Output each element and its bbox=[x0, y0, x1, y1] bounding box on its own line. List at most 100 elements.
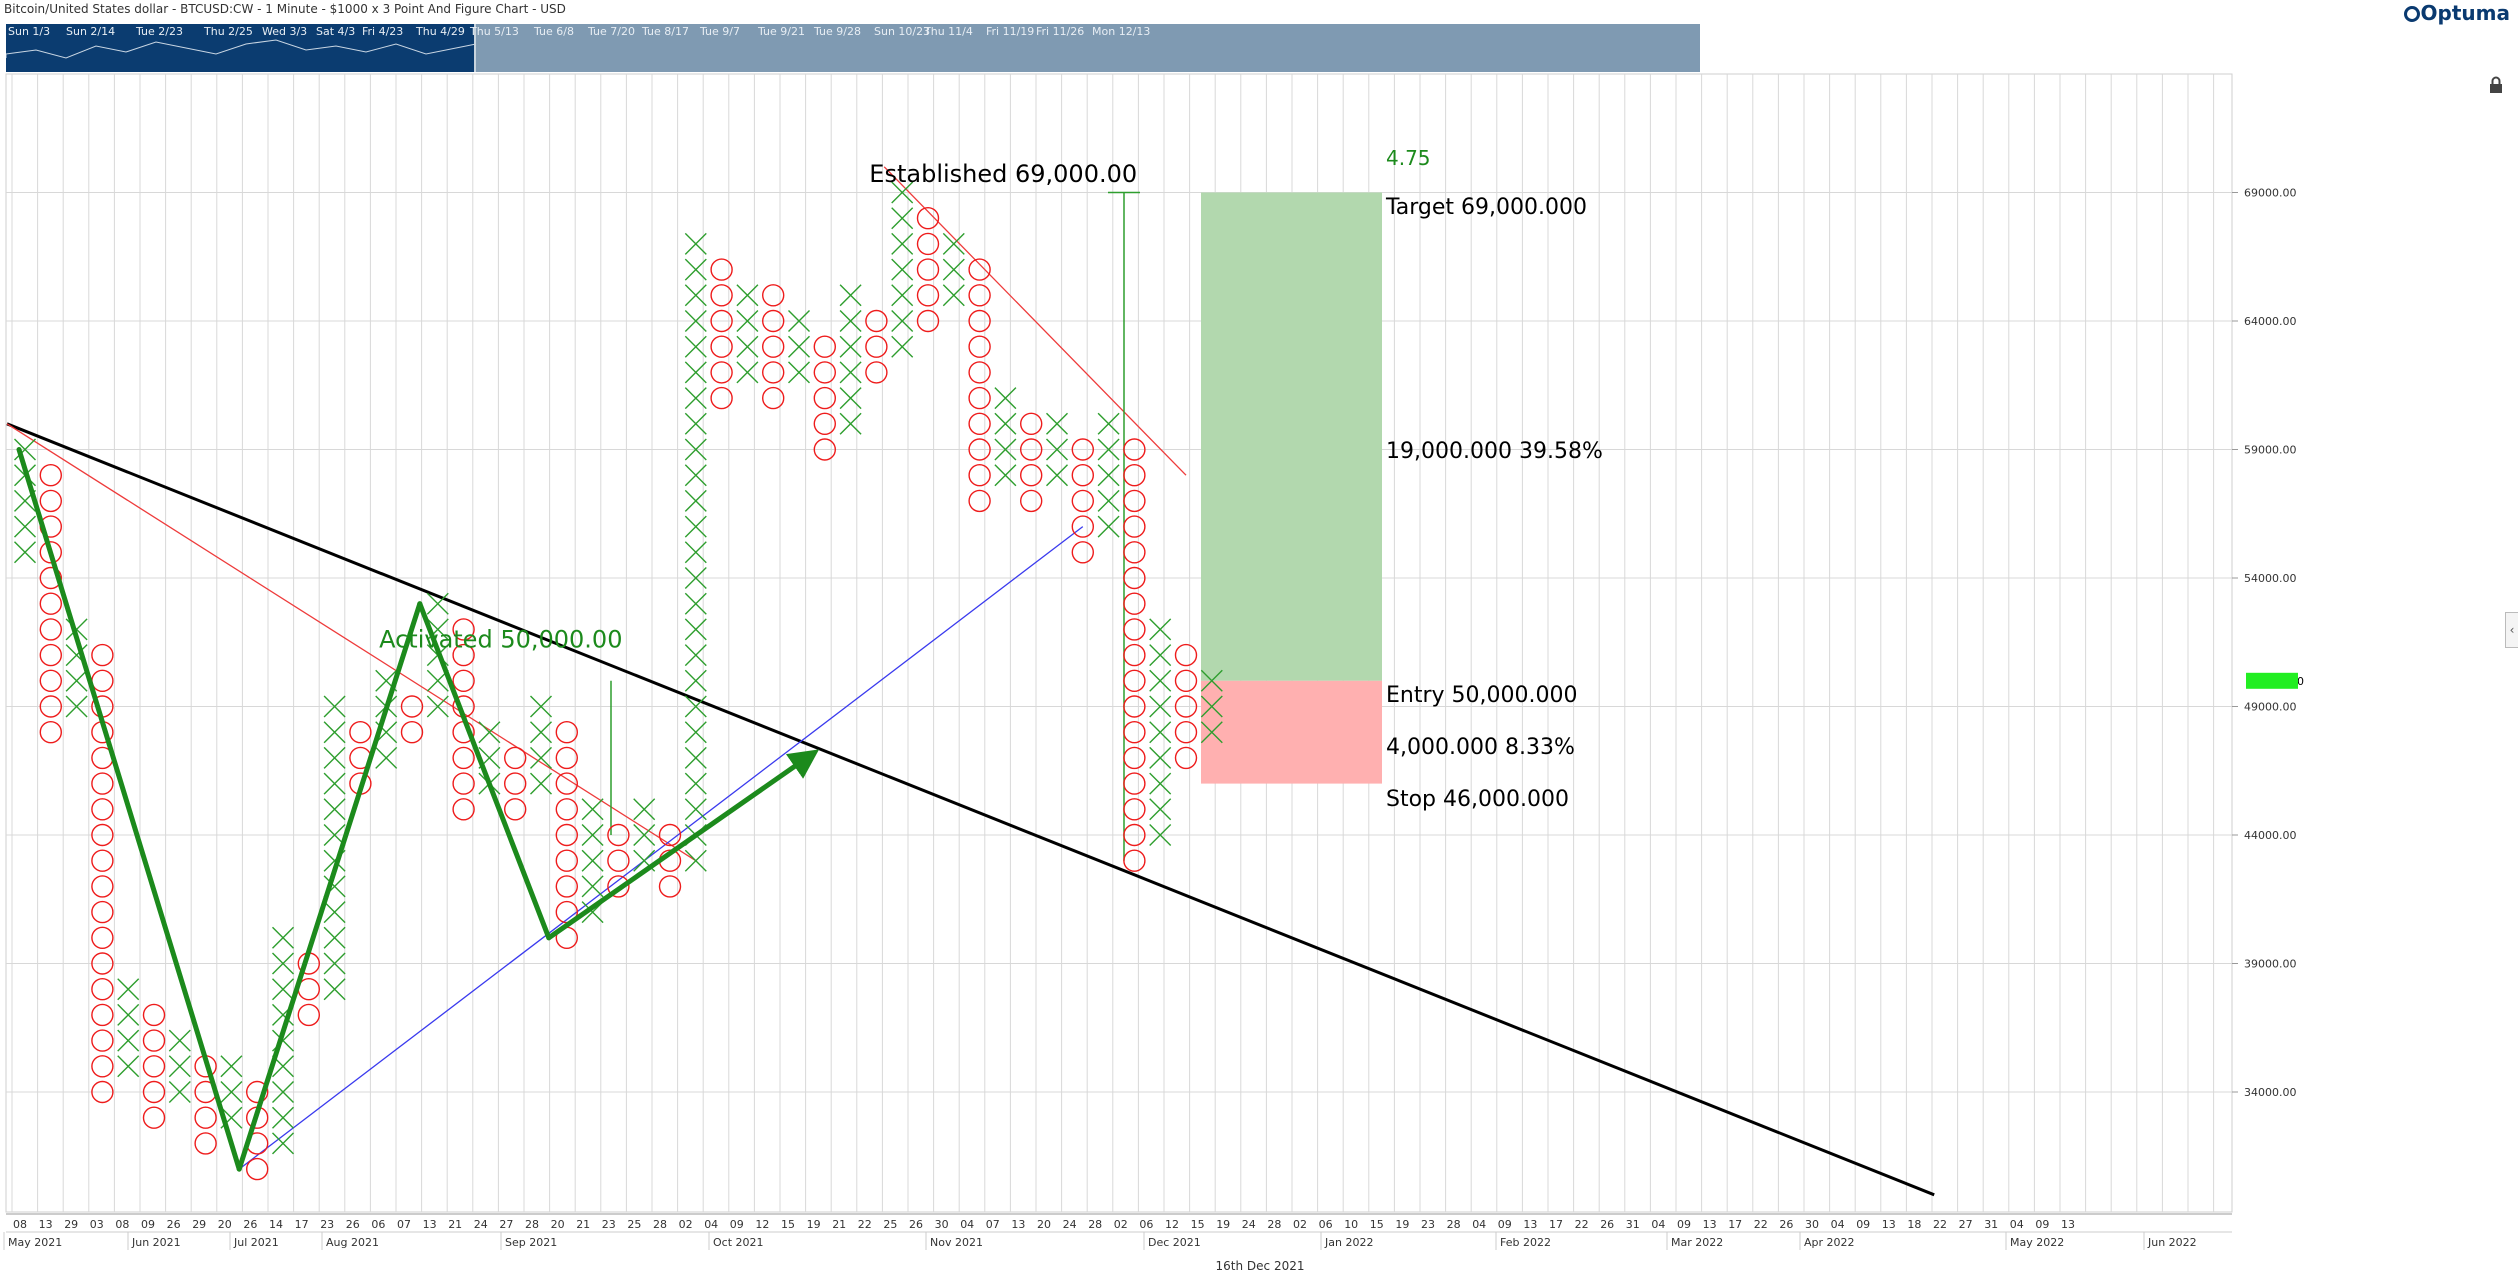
x-day-label: 22 bbox=[858, 1218, 872, 1231]
x-mark bbox=[684, 464, 707, 487]
x-mark bbox=[168, 1081, 191, 1103]
x-mark bbox=[684, 258, 707, 281]
x-day-label: 21 bbox=[576, 1218, 590, 1231]
x-day-label: 04 bbox=[960, 1218, 974, 1231]
o-mark bbox=[504, 746, 527, 770]
x-day-label: 18 bbox=[1907, 1218, 1921, 1231]
x-day-label: 15 bbox=[1370, 1218, 1384, 1231]
o-mark bbox=[39, 566, 62, 590]
x-day-label: 04 bbox=[1831, 1218, 1845, 1231]
o-mark bbox=[1019, 412, 1043, 435]
x-mark bbox=[788, 335, 810, 358]
x-mark bbox=[168, 1029, 191, 1052]
o-mark bbox=[452, 772, 475, 795]
o-mark bbox=[1123, 618, 1146, 641]
x-axis bbox=[3, 1213, 2232, 1250]
x-month-label: Jul 2021 bbox=[233, 1236, 279, 1249]
navigator-label: Tue 9/21 bbox=[758, 25, 805, 38]
x-day-label: 12 bbox=[755, 1218, 769, 1231]
lock-icon[interactable] bbox=[2488, 76, 2504, 94]
o-mark bbox=[1019, 464, 1043, 487]
activated-label: Activated 50,000.00 bbox=[379, 625, 622, 653]
x-day-label: 30 bbox=[935, 1218, 949, 1231]
wave-arrows[interactable] bbox=[16, 447, 820, 1172]
x-day-label: 07 bbox=[397, 1218, 411, 1231]
o-mark bbox=[194, 1106, 217, 1129]
x-mark bbox=[839, 335, 862, 358]
y-tick-label: 34000.00 bbox=[2244, 1086, 2297, 1099]
x-day-label: 12 bbox=[1165, 1218, 1179, 1231]
x-mark bbox=[684, 644, 707, 667]
chevron-left-icon[interactable]: ‹ bbox=[2505, 612, 2518, 648]
price-tag bbox=[2246, 672, 2298, 689]
x-day-label: 06 bbox=[1139, 1218, 1153, 1231]
x-mark bbox=[1149, 772, 1172, 795]
x-mark bbox=[530, 721, 552, 744]
o-mark bbox=[1174, 695, 1198, 718]
x-mark bbox=[684, 335, 707, 358]
x-mark bbox=[220, 1081, 243, 1103]
x-mark bbox=[736, 335, 759, 358]
o-mark bbox=[297, 1003, 320, 1027]
x-day-label: 29 bbox=[64, 1218, 78, 1231]
x-day-label: 22 bbox=[1754, 1218, 1768, 1231]
risk-reward-tool[interactable] bbox=[1201, 192, 1382, 784]
x-mark bbox=[1200, 695, 1223, 718]
o-mark bbox=[246, 1080, 269, 1104]
o-mark bbox=[916, 206, 940, 230]
x-mark bbox=[14, 541, 36, 564]
x-mark bbox=[1046, 438, 1068, 461]
o-mark bbox=[91, 849, 114, 872]
entry-label: Entry 50,000.000 bbox=[1386, 683, 1578, 708]
y-tick-label: 54000.00 bbox=[2244, 572, 2297, 585]
navigator-label: Sun 10/23 bbox=[874, 25, 931, 38]
o-mark bbox=[1123, 721, 1146, 744]
o-mark bbox=[1123, 515, 1146, 538]
chart-annotations: Established 69,000.00 Activated 50,000.00… bbox=[8, 146, 2304, 1273]
x-day-label: 26 bbox=[243, 1218, 257, 1231]
x-mark bbox=[272, 1081, 294, 1103]
x-mark bbox=[272, 1106, 294, 1129]
x-mark bbox=[65, 695, 88, 718]
x-mark bbox=[530, 746, 552, 769]
x-day-label: 17 bbox=[1728, 1218, 1742, 1231]
o-mark bbox=[555, 849, 578, 872]
o-mark bbox=[91, 823, 114, 847]
o-mark bbox=[710, 386, 733, 410]
x-mark bbox=[581, 798, 604, 821]
o-mark bbox=[710, 361, 733, 384]
y-tick-label: 49000.00 bbox=[2244, 701, 2297, 714]
navigator-label: Tue 7/20 bbox=[588, 25, 635, 38]
o-mark bbox=[39, 669, 62, 692]
x-day-label: 29 bbox=[192, 1218, 206, 1231]
navigator-label: Sun 2/14 bbox=[66, 25, 116, 38]
x-day-label: 24 bbox=[1242, 1218, 1256, 1231]
x-mark bbox=[323, 772, 346, 795]
o-mark bbox=[91, 875, 114, 898]
x-mark bbox=[994, 464, 1017, 487]
o-mark bbox=[1123, 669, 1146, 692]
o-mark bbox=[1174, 643, 1198, 667]
x-day-label: 26 bbox=[1600, 1218, 1614, 1231]
o-mark bbox=[968, 412, 991, 435]
x-day-label: 31 bbox=[1626, 1218, 1640, 1231]
x-day-label: 17 bbox=[1549, 1218, 1563, 1231]
o-mark bbox=[813, 438, 836, 461]
o-mark bbox=[1174, 721, 1198, 744]
wave-segment bbox=[417, 601, 552, 941]
chart-title: Bitcoin/United States dollar - BTCUSD:CW… bbox=[4, 2, 566, 16]
o-mark bbox=[400, 721, 424, 744]
red-trendline bbox=[6, 423, 697, 862]
x-mark bbox=[684, 310, 707, 332]
navigator-window[interactable] bbox=[474, 24, 1700, 72]
x-mark bbox=[942, 232, 965, 255]
navigator-label: Thu 5/13 bbox=[470, 25, 519, 38]
x-mark bbox=[323, 746, 346, 769]
date-navigator[interactable]: Sun 1/3 Sun 2/14 Tue 2/23 Thu 2/25 Wed 3/3 Sa… bbox=[6, 24, 1700, 72]
o-mark bbox=[916, 258, 940, 281]
y-tick-label: 59000.00 bbox=[2244, 444, 2297, 457]
x-day-label: 15 bbox=[781, 1218, 795, 1231]
x-mark bbox=[530, 772, 552, 795]
x-month-label: May 2022 bbox=[2010, 1236, 2064, 1249]
